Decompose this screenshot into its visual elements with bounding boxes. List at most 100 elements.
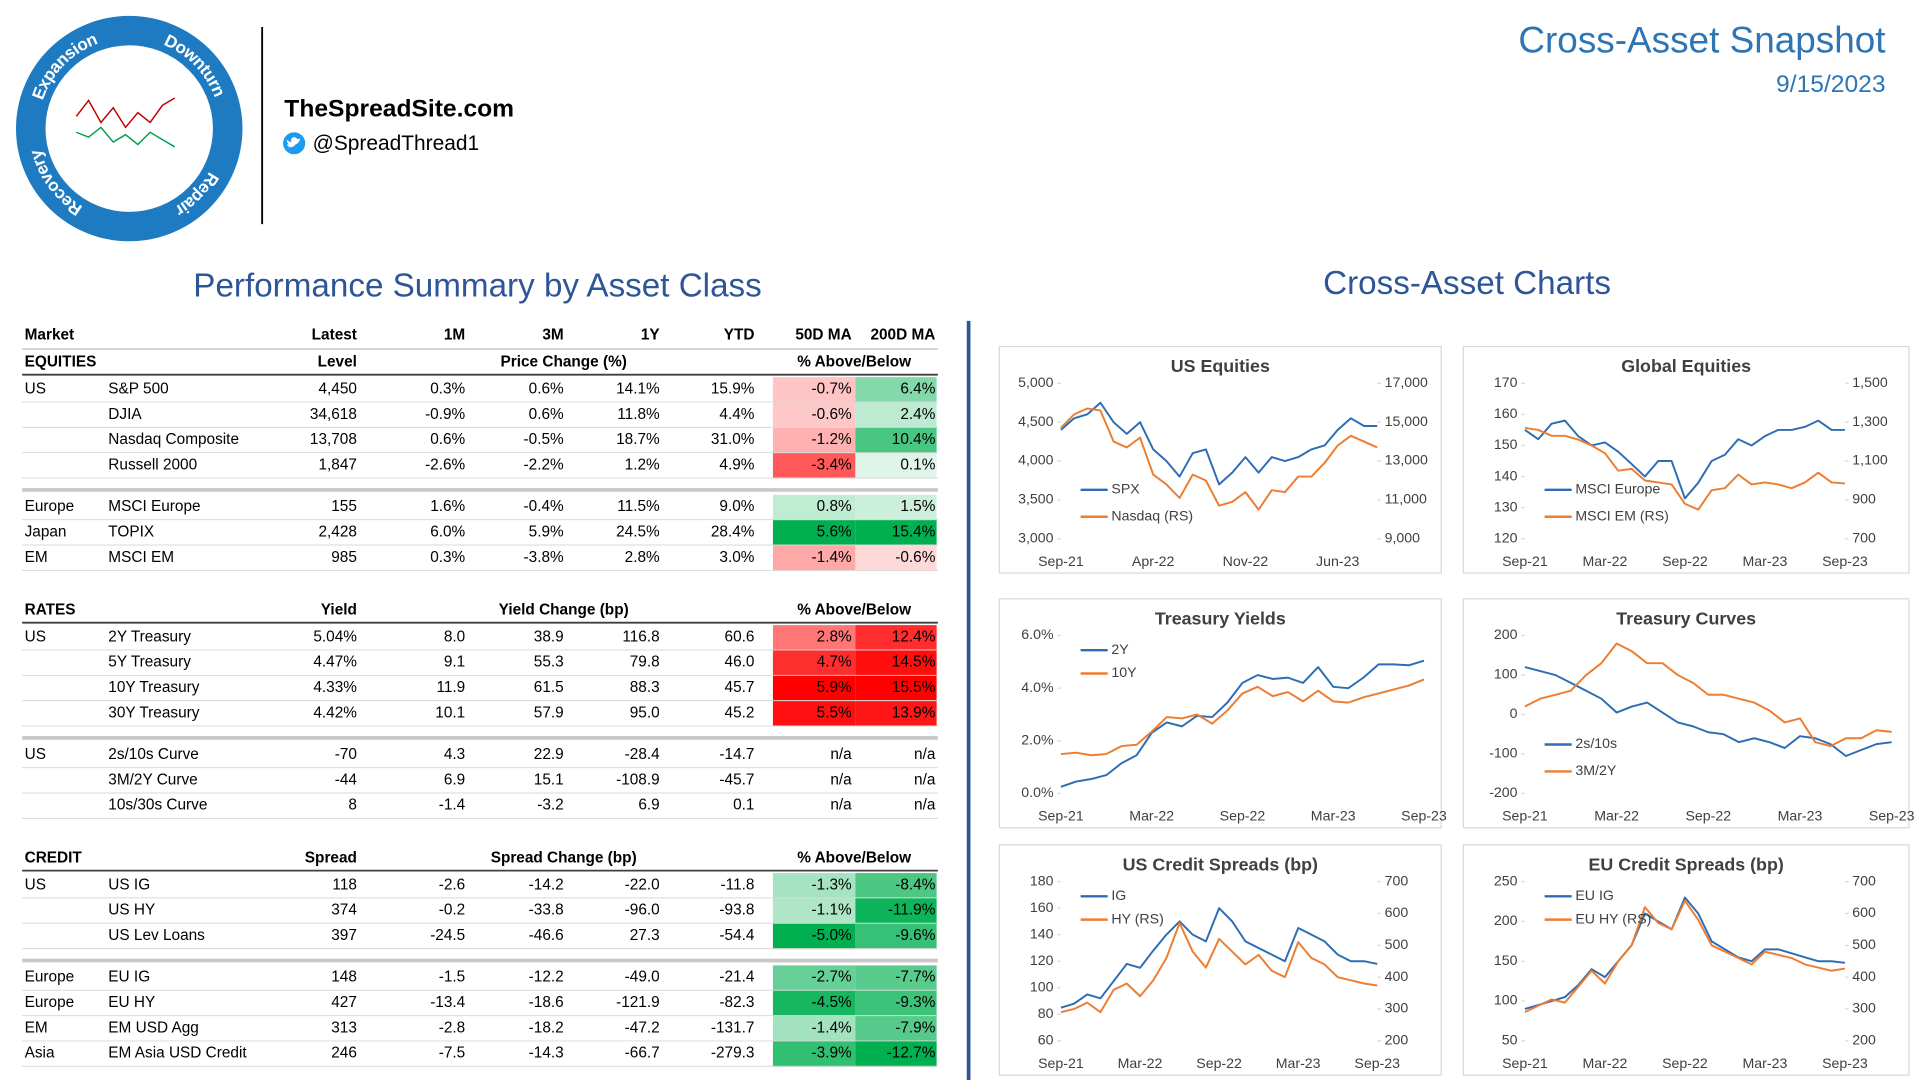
column-header: YTD (724, 327, 755, 344)
table-cell: Nasdaq Composite (108, 431, 239, 448)
table-cell: 4.4% (719, 406, 754, 423)
legend-label: EU HY (RS) (1575, 910, 1651, 926)
heat-cell (855, 965, 937, 991)
x-tick-label: Mar-23 (1743, 1055, 1788, 1071)
y-tick-label: 100 (1494, 992, 1518, 1008)
table-cell: 79.8 (630, 654, 660, 671)
legend-label: 2s/10s (1575, 735, 1617, 751)
series-line (1060, 678, 1425, 757)
table-cell: -0.6% (812, 406, 853, 423)
table-cell: -0.9% (425, 406, 466, 423)
y-tick-label: 17,000 (1385, 374, 1428, 390)
y-tick-label: 700 (1385, 872, 1409, 888)
table-cell: 9.0% (719, 498, 754, 515)
heat-cell (772, 675, 856, 702)
heat-cell (855, 650, 937, 676)
y-tick-label: 60 (1038, 1032, 1054, 1048)
y-tick-label: 4,500 (1018, 413, 1054, 429)
heat-cell (855, 701, 937, 727)
legend-label: MSCI EM (RS) (1575, 507, 1669, 523)
table-cell: 4.9% (719, 456, 754, 473)
chart-title: US Equities (1171, 356, 1270, 376)
table-cell: -0.2 (439, 902, 465, 919)
table-cell: 397 (331, 927, 357, 944)
y-tick-label: 13,000 (1385, 452, 1428, 468)
table-cell: 22.9 (534, 746, 564, 763)
table-cell: 427 (331, 994, 357, 1011)
table-cell: US IG (108, 876, 150, 893)
table-cell: 0.6% (529, 380, 564, 397)
table-cell: 4.42% (313, 704, 357, 721)
y-tick-label: 300 (1852, 1000, 1876, 1016)
y-tick-label: 250 (1494, 872, 1518, 888)
table-cell: -7.5 (439, 1045, 465, 1062)
table-cell: 61.5 (534, 679, 564, 696)
table-cell: 5.6% (817, 523, 852, 540)
table-cell: 118 (332, 876, 356, 893)
heat-cell (855, 377, 937, 403)
y-tick-label: 1,500 (1852, 374, 1888, 390)
x-tick-label: Sep-22 (1662, 1055, 1708, 1071)
series-line (1524, 899, 1846, 1014)
table-cell: 10Y Treasury (108, 679, 199, 696)
section-header: Yield (321, 601, 357, 618)
performance-table: Market Latest 1M 3M 1Y YTD 50D MA 200D MA EQUITI… (22, 327, 938, 1067)
x-tick-label: Sep-23 (1401, 807, 1447, 823)
legend-label: EU IG (1575, 887, 1614, 903)
table-cell: -1.4% (812, 549, 853, 566)
table-cell: 246 (331, 1045, 357, 1062)
x-tick-label: Nov-22 (1223, 553, 1269, 569)
series-line (1524, 666, 1892, 757)
logo: Expansion Downturn Repair Recovery (15, 15, 243, 242)
table-cell: -7.7% (895, 969, 936, 986)
legend-label: MSCI Europe (1575, 481, 1660, 497)
table-cell: 1.6% (430, 498, 465, 515)
y-tick-label: 160 (1030, 899, 1054, 915)
table-cell: -4.5% (812, 994, 853, 1011)
table-cell: 4.3 (444, 746, 465, 763)
heat-cell (772, 965, 856, 991)
y-tick-label: 3,500 (1018, 491, 1054, 507)
table-cell: -28.4 (625, 746, 661, 763)
x-tick-label: Sep-23 (1822, 553, 1868, 569)
y-tick-label: -200 (1489, 784, 1517, 800)
table-cell: 3.0% (719, 549, 754, 566)
table-cell: -3.4% (812, 456, 853, 473)
column-header: 3M (542, 327, 563, 344)
y-tick-label: 500 (1852, 936, 1876, 952)
series-line (1060, 922, 1378, 1014)
table-cell: 34,618 (310, 406, 357, 423)
table-cell: 13.9% (892, 704, 936, 721)
table-cell: -11.9% (888, 902, 936, 919)
table-cell: 10s/30s Curve (108, 797, 207, 814)
table-cell: 5.5% (817, 704, 852, 721)
chart-frame (998, 844, 1442, 1076)
table-cell: -1.4% (812, 1019, 853, 1036)
table-cell: -93.8 (719, 902, 754, 919)
x-tick-label: Mar-22 (1118, 1055, 1163, 1071)
table-cell: -14.7 (719, 746, 754, 763)
table-cell: 0.8% (817, 498, 852, 515)
x-tick-label: Sep-23 (1869, 807, 1915, 823)
table-cell: 45.7 (725, 679, 755, 696)
table-cell: 374 (331, 902, 357, 919)
table-cell: -22.0 (625, 876, 660, 893)
table-cell: 2Y Treasury (108, 628, 191, 645)
table-cell: n/a (830, 746, 852, 763)
table-cell: US HY (108, 902, 155, 919)
table-cell: -54.4 (719, 927, 755, 944)
column-header: 1M (444, 327, 465, 344)
table-cell: n/a (914, 797, 936, 814)
table-cell: 4.47% (313, 654, 357, 671)
y-tick-label: 150 (1494, 952, 1518, 968)
table-cell: 0.6% (529, 406, 564, 423)
table-cell: -0.5% (524, 431, 565, 448)
y-tick-label: 600 (1385, 904, 1409, 920)
y-tick-label: 50 (1502, 1032, 1518, 1048)
table-cell: -3.8% (524, 549, 565, 566)
table-cell: 6.9 (444, 771, 465, 788)
table-cell: 116.8 (622, 628, 659, 645)
table-cell: 14.5% (892, 654, 936, 671)
